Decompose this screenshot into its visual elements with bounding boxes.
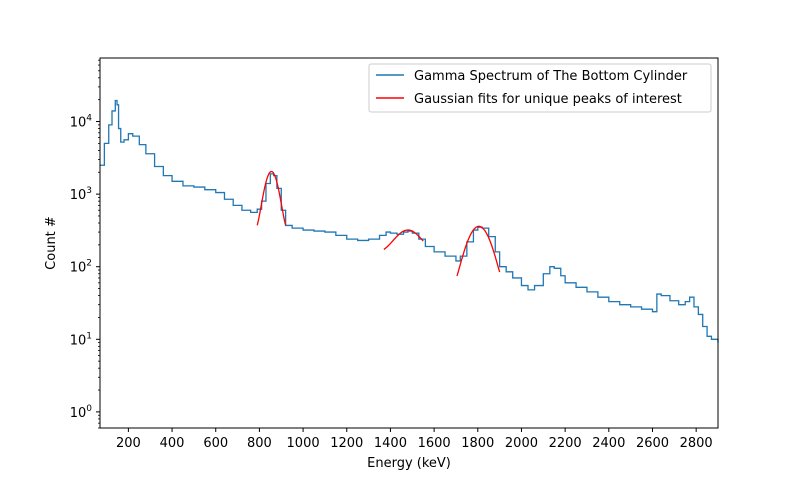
axes-frame bbox=[99, 57, 719, 429]
y-axis-label: Count # bbox=[44, 216, 59, 270]
gaussian-fit-curve bbox=[256, 170, 287, 226]
x-tick-label: 2200 bbox=[549, 436, 582, 451]
x-tick-label: 2000 bbox=[505, 436, 538, 451]
x-axis-label: Energy (keV) bbox=[367, 456, 451, 471]
y-tick-label: 101 bbox=[70, 331, 92, 348]
axis-ticks: 200 400 600 800 1000 1200 1400 1600 1800 2000 2200… bbox=[70, 59, 713, 451]
legend-box bbox=[368, 63, 712, 113]
gaussian-fit-curve bbox=[456, 225, 501, 277]
y-tick-label: 100 bbox=[70, 404, 93, 421]
x-tick-label: 1600 bbox=[418, 436, 451, 451]
x-tick-label: 1200 bbox=[330, 436, 363, 451]
x-tick-label: 1400 bbox=[374, 436, 407, 451]
x-tick-label: 600 bbox=[203, 436, 228, 451]
legend-label-spectrum: Gamma Spectrum of The Bottom Cylinder bbox=[414, 69, 688, 84]
x-tick-label: 1800 bbox=[461, 436, 494, 451]
x-tick-label: 2800 bbox=[680, 436, 713, 451]
y-tick-label: 103 bbox=[70, 186, 92, 203]
legend: Gamma Spectrum of The Bottom Cylinder Ga… bbox=[368, 63, 712, 113]
y-tick-label: 102 bbox=[70, 259, 92, 276]
x-tick-label: 800 bbox=[247, 436, 272, 451]
x-tick-label: 400 bbox=[160, 436, 185, 451]
x-tick-label: 200 bbox=[116, 436, 141, 451]
y-tick-label: 104 bbox=[70, 114, 93, 131]
x-tick-label: 2600 bbox=[636, 436, 669, 451]
x-tick-label: 2400 bbox=[592, 436, 625, 451]
series-line-spectrum bbox=[100, 99, 719, 343]
legend-label-gaussian-fits: Gaussian fits for unique peaks of intere… bbox=[414, 92, 682, 107]
x-tick-label: 1000 bbox=[287, 436, 320, 451]
plot-area bbox=[100, 99, 719, 343]
gaussian-fit-curve bbox=[383, 229, 424, 250]
